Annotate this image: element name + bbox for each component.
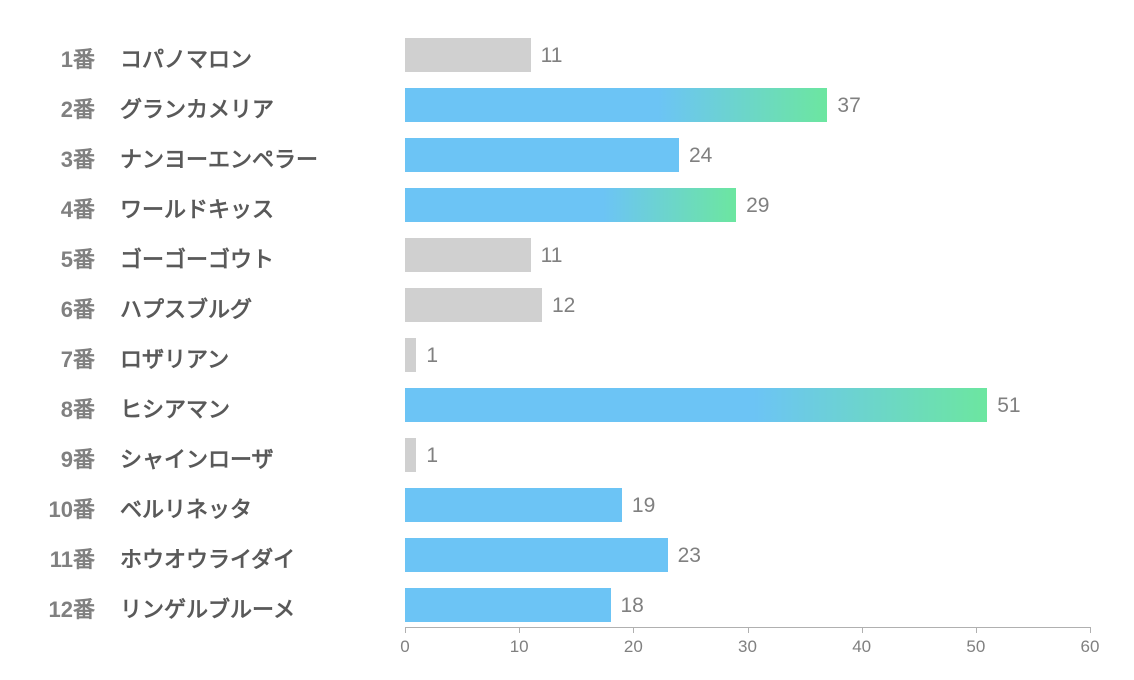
row-name-label: ホウオウライダイ [120, 542, 295, 574]
row-number-label: 7番 [25, 342, 95, 374]
chart-row: 5番ゴーゴーゴウト 11 [0, 230, 1134, 280]
row-number-label: 10番 [25, 492, 95, 524]
chart-row: 1番コパノマロン 11 [0, 30, 1134, 80]
bar-value-label: 29 [746, 194, 769, 218]
bar-value-label: 19 [632, 494, 655, 518]
x-tick-label: 40 [842, 637, 882, 657]
row-number-label: 8番 [25, 392, 95, 424]
bar [405, 288, 542, 322]
row-name-label: ワールドキッス [120, 192, 274, 224]
bar-value-label: 51 [997, 394, 1020, 418]
bar [405, 188, 736, 222]
chart-row: 8番ヒシアマン 51 [0, 380, 1134, 430]
bar-value-label: 12 [552, 294, 575, 318]
bar-value-label: 11 [541, 44, 563, 68]
row-name-label: ナンヨーエンペラー [120, 142, 318, 174]
bar-value-label: 23 [678, 544, 701, 568]
x-tick-label: 0 [385, 637, 425, 657]
bar [405, 38, 531, 72]
row-name-label: ハプスブルグ [120, 292, 252, 324]
bar [405, 238, 531, 272]
x-tick [405, 627, 406, 633]
bar-value-label: 1 [426, 444, 438, 468]
row-name-label: リンゲルブルーメ [120, 592, 295, 624]
x-tick [748, 627, 749, 633]
x-tick-label: 50 [956, 637, 996, 657]
bar-value-label: 37 [837, 94, 860, 118]
bar [405, 438, 416, 472]
row-number-label: 6番 [25, 292, 95, 324]
row-name-label: シャインローザ [120, 442, 274, 474]
bar-value-label: 24 [689, 144, 712, 168]
x-tick [976, 627, 977, 633]
chart-row: 10番ベルリネッタ 19 [0, 480, 1134, 530]
row-number-label: 9番 [25, 442, 95, 474]
row-name-label: ヒシアマン [120, 392, 230, 424]
chart-row: 7番ロザリアン 1 [0, 330, 1134, 380]
row-name-label: コパノマロン [120, 42, 252, 74]
chart-row: 6番ハプスブルグ 12 [0, 280, 1134, 330]
bar-value-label: 1 [426, 344, 438, 368]
row-name-label: グランカメリア [120, 92, 274, 124]
bar [405, 538, 668, 572]
row-name-label: ベルリネッタ [120, 492, 252, 524]
bar [405, 488, 622, 522]
chart-row: 4番ワールドキッス 29 [0, 180, 1134, 230]
x-tick-label: 10 [499, 637, 539, 657]
x-tick-label: 30 [728, 637, 768, 657]
row-number-label: 2番 [25, 92, 95, 124]
row-number-label: 12番 [25, 592, 95, 624]
row-number-label: 5番 [25, 242, 95, 274]
chart-row: 9番シャインローザ 1 [0, 430, 1134, 480]
x-tick [633, 627, 634, 633]
bar [405, 338, 416, 372]
horizontal-bar-chart: 1番コパノマロン112番グランカメリア373番ナンヨーエンペラー244番ワールド… [0, 0, 1134, 680]
x-tick-label: 60 [1070, 637, 1110, 657]
bar [405, 588, 611, 622]
bar-value-label: 11 [541, 244, 563, 268]
chart-row: 3番ナンヨーエンペラー 24 [0, 130, 1134, 180]
x-tick [1090, 627, 1091, 633]
bar-value-label: 18 [621, 594, 644, 618]
row-number-label: 11番 [25, 542, 95, 574]
x-tick [519, 627, 520, 633]
x-tick-label: 20 [613, 637, 653, 657]
bar [405, 388, 987, 422]
row-name-label: ロザリアン [120, 342, 229, 374]
bar [405, 88, 827, 122]
row-name-label: ゴーゴーゴウト [120, 242, 274, 274]
row-number-label: 4番 [25, 192, 95, 224]
row-number-label: 3番 [25, 142, 95, 174]
chart-row: 12番リンゲルブルーメ 18 [0, 580, 1134, 630]
x-tick [862, 627, 863, 633]
chart-row: 2番グランカメリア 37 [0, 80, 1134, 130]
chart-row: 11番ホウオウライダイ 23 [0, 530, 1134, 580]
row-number-label: 1番 [25, 42, 95, 74]
bar [405, 138, 679, 172]
